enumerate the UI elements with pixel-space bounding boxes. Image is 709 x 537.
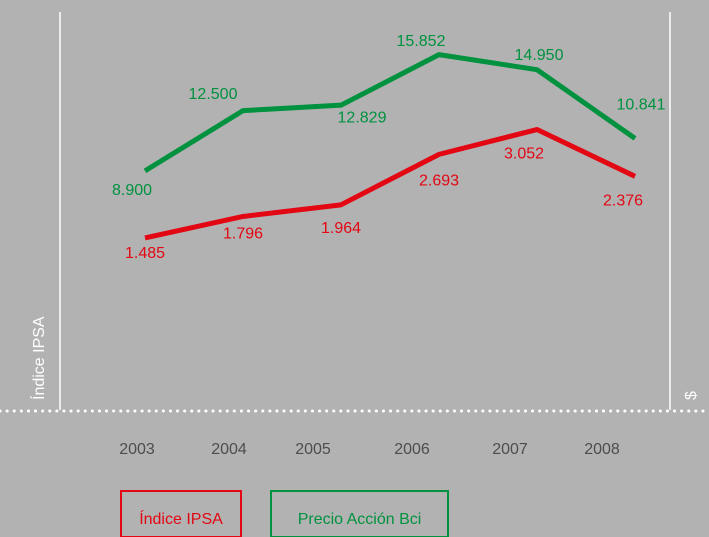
data-label: 1.964: [321, 220, 361, 237]
legend-box: [120, 490, 242, 537]
legend-label: Índice IPSA: [139, 509, 223, 528]
data-label: 10.841: [617, 97, 666, 114]
x-tick-label: 2004: [211, 441, 247, 458]
x-tick-label: 2005: [295, 441, 331, 458]
y2-axis-label: $: [683, 391, 700, 400]
data-label: 12.500: [189, 86, 238, 103]
x-tick-label: 2003: [119, 441, 155, 458]
data-label: 2.376: [603, 193, 643, 210]
legend-label: Precio Acción Bci: [298, 511, 422, 528]
x-tick-label: 2007: [492, 441, 528, 458]
x-tick-label: 2008: [584, 441, 620, 458]
data-label: 1.796: [223, 226, 263, 243]
x-tick-label: 2006: [394, 441, 430, 458]
series-line: [143, 52, 637, 173]
data-label: 2.693: [419, 173, 459, 190]
data-label: 3.052: [504, 146, 544, 163]
data-label: 15.852: [397, 33, 446, 50]
data-label: 14.950: [515, 47, 564, 64]
data-label: 1.485: [125, 245, 165, 262]
data-label: 12.829: [338, 109, 387, 126]
legend-box: [270, 490, 449, 537]
data-label: 8.900: [112, 182, 152, 199]
series-line: [144, 127, 637, 241]
y-axis-label: Índice IPSA: [29, 316, 48, 400]
